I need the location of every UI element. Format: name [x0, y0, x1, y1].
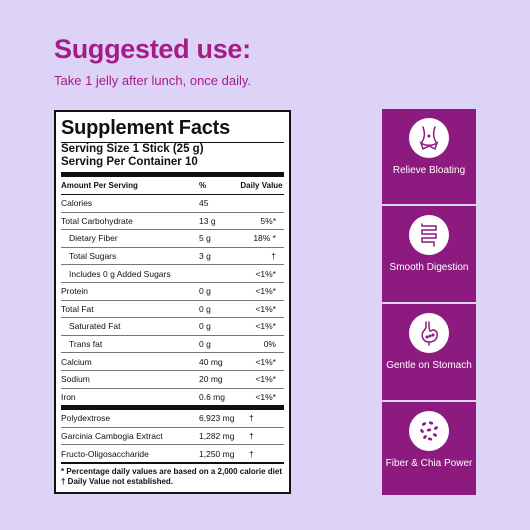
nutrient-name: Calcium [61, 356, 92, 367]
nutrient-name: Sodium [61, 374, 90, 385]
nutrient-row: Dietary Fiber 5 g 18% * [61, 230, 284, 248]
nutrient-dv: <1%* [255, 303, 276, 314]
facts-header-row: Amount Per Serving % Daily Value [61, 177, 284, 195]
intestine-icon [409, 215, 449, 255]
nutrient-dv: <1%* [255, 268, 276, 279]
nutrient-dv: 18% * [253, 233, 276, 244]
nutrient-row: Iron 0.6 mg <1%* [61, 389, 284, 406]
chia-seeds-icon [409, 411, 449, 451]
footnote-daily-values: * Percentage daily values are based on a… [61, 466, 282, 476]
benefits-panel: Relieve Bloating Smooth Digestion Gentle… [382, 109, 476, 495]
nutrient-dv: <1%* [255, 286, 276, 297]
divider [382, 400, 476, 402]
nutrient-name: Total Carbohydrate [61, 215, 133, 226]
footnotes: * Percentage daily values are based on a… [61, 461, 284, 487]
nutrient-amount: 0 g [199, 321, 211, 332]
nutrient-row: Saturated Fat 0 g <1%* [61, 318, 284, 336]
nutrient-dv: 5%* [260, 215, 276, 226]
nutrient-amount: 0 g [199, 286, 211, 297]
ingredient-dv: † [249, 431, 254, 442]
nutrient-dv: <1%* [255, 356, 276, 367]
nutrient-name: Dietary Fiber [69, 233, 118, 244]
header-daily-value: Daily Value [240, 181, 283, 190]
nutrient-name: Trans fat [69, 339, 103, 350]
other-ingredient-row: Polydextrose 6,923 mg † [61, 410, 284, 428]
nutrient-dv: <1%* [255, 391, 276, 402]
page-title: Suggested use: [54, 34, 251, 64]
nutrient-name: Calories [61, 198, 93, 209]
divider [61, 142, 284, 143]
other-ingredient-row: Fructo-Oligosaccharide 1,250 mg † [61, 445, 284, 462]
other-ingredient-row: Garcinia Cambogia Extract 1,282 mg † [61, 428, 284, 446]
supplement-facts-panel: Supplement Facts Serving Size 1 Stick (2… [54, 110, 291, 494]
nutrient-dv: 0% [263, 339, 276, 350]
divider [382, 204, 476, 206]
benefit-label: Fiber & Chia Power [385, 458, 473, 469]
header-amount: Amount Per Serving [61, 181, 138, 190]
ingredient-amount: 1,250 mg [199, 448, 235, 459]
nutrient-dv: † [271, 251, 276, 262]
nutrient-name: Protein [61, 286, 88, 297]
benefit-label: Gentle on Stomach [386, 360, 472, 371]
nutrient-row: Calories 45 [61, 195, 284, 213]
servings-per-container: Serving Per Container 10 [61, 156, 198, 168]
waist-icon [409, 118, 449, 158]
nutrient-row: Trans fat 0 g 0% [61, 336, 284, 354]
nutrient-amount: 0 g [199, 303, 211, 314]
stomach-icon [409, 313, 449, 353]
nutrient-row: Total Fat 0 g <1%* [61, 301, 284, 319]
nutrient-amount: 3 g [199, 251, 211, 262]
nutrient-name: Iron [61, 391, 76, 402]
nutrient-amount: 40 mg [199, 356, 223, 367]
benefit-gentle-stomach: Gentle on Stomach [382, 304, 476, 396]
benefit-relieve-bloating: Relieve Bloating [382, 109, 476, 201]
divider [61, 405, 284, 411]
usage-instructions: Take 1 jelly after lunch, once daily. [54, 73, 252, 88]
nutrient-dv: <1%* [255, 321, 276, 332]
nutrient-amount: 0.6 mg [199, 391, 225, 402]
ingredient-amount: 1,282 mg [199, 431, 235, 442]
nutrient-name: Total Fat [61, 303, 94, 314]
divider [61, 172, 284, 177]
ingredient-amount: 6,923 mg [199, 413, 235, 424]
nutrient-row: Total Sugars 3 g † [61, 248, 284, 266]
ingredient-name: Garcinia Cambogia Extract [61, 431, 163, 442]
serving-size: Serving Size 1 Stick (25 g) [61, 143, 204, 155]
nutrient-amount: 13 g [199, 215, 216, 226]
facts-title: Supplement Facts [61, 117, 231, 139]
nutrient-row: Total Carbohydrate 13 g 5%* [61, 213, 284, 231]
ingredient-name: Polydextrose [61, 413, 111, 424]
nutrient-row: Calcium 40 mg <1%* [61, 353, 284, 371]
ingredient-dv: † [249, 448, 254, 459]
nutrient-amount: 20 mg [199, 374, 223, 385]
nutrient-dv: <1%* [255, 374, 276, 385]
nutrient-amount: 45 [199, 198, 209, 209]
divider [382, 302, 476, 304]
ingredient-name: Fructo-Oligosaccharide [61, 448, 149, 459]
nutrient-name: Saturated Fat [69, 321, 121, 332]
nutrient-name: Total Sugars [69, 251, 117, 262]
ingredient-dv: † [249, 413, 254, 424]
nutrient-row: Includes 0 g Added Sugars <1%* [61, 265, 284, 283]
nutrient-row: Sodium 20 mg <1%* [61, 371, 284, 389]
benefit-smooth-digestion: Smooth Digestion [382, 206, 476, 298]
nutrient-amount: 0 g [199, 339, 211, 350]
nutrient-name: Includes 0 g Added Sugars [69, 268, 171, 279]
benefit-label: Smooth Digestion [389, 262, 469, 273]
benefit-fiber-chia: Fiber & Chia Power [382, 402, 476, 494]
footnote-not-established: † Daily Value not established. [61, 476, 174, 486]
header-percent: % [199, 181, 207, 190]
benefit-label: Relieve Bloating [392, 165, 466, 176]
nutrient-amount: 5 g [199, 233, 211, 244]
nutrient-row: Protein 0 g <1%* [61, 283, 284, 301]
